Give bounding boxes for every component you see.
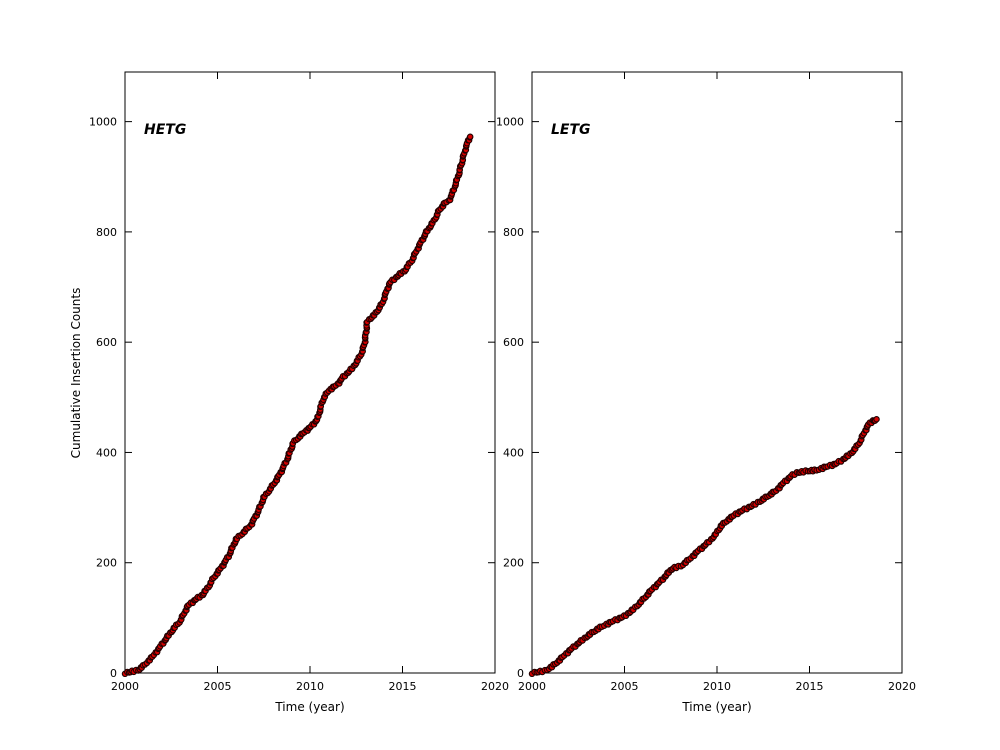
y-tick-label: 0 bbox=[110, 667, 117, 680]
y-tick-label: 200 bbox=[503, 557, 524, 570]
x-tick-label: 2020 bbox=[481, 680, 509, 693]
x-axis-label-right: Time (year) bbox=[681, 700, 751, 714]
x-tick-label: 2005 bbox=[611, 680, 639, 693]
x-tick-label: 2015 bbox=[796, 680, 824, 693]
x-tick-label: 2020 bbox=[888, 680, 916, 693]
y-tick-label: 800 bbox=[96, 226, 117, 239]
plot-frame bbox=[531, 71, 903, 674]
plot-frame bbox=[124, 71, 496, 674]
data-points bbox=[121, 133, 474, 678]
y-tick-label: 0 bbox=[517, 667, 524, 680]
x-tick-label: 2015 bbox=[389, 680, 417, 693]
x-tick-label: 2005 bbox=[204, 680, 232, 693]
data-point bbox=[873, 416, 880, 423]
plots-layer: 2000 2005 2010 2015 202002004006008001000200… bbox=[89, 71, 916, 693]
y-axis-label: Cumulative Insertion Counts bbox=[69, 288, 83, 459]
y-tick-label: 1000 bbox=[89, 116, 117, 129]
x-axis-label-left: Time (year) bbox=[274, 700, 344, 714]
x-tick-label: 2010 bbox=[703, 680, 731, 693]
annotation-letg: LETG bbox=[551, 122, 591, 138]
y-tick-label: 1000 bbox=[496, 116, 524, 129]
data-points bbox=[528, 416, 880, 678]
y-tick-label: 800 bbox=[503, 226, 524, 239]
y-tick-label: 400 bbox=[96, 446, 117, 459]
data-point bbox=[466, 133, 474, 140]
x-tick-label: 2000 bbox=[518, 680, 546, 693]
plot-hetg: 2000 2005 2010 2015 2020 0 200 400 600 800 1000 bbox=[89, 71, 509, 693]
plot-letg: 2000 2005 2010 2015 2020 0 200 400 600 800 1000 bbox=[496, 71, 916, 693]
x-tick-label: 2000 bbox=[111, 680, 139, 693]
annotation-hetg: HETG bbox=[144, 122, 186, 138]
y-tick-label: 600 bbox=[503, 336, 524, 349]
x-tick-label: 2010 bbox=[296, 680, 324, 693]
y-tick-label: 400 bbox=[503, 446, 524, 459]
y-tick-label: 200 bbox=[96, 557, 117, 570]
y-tick-label: 600 bbox=[96, 336, 117, 349]
